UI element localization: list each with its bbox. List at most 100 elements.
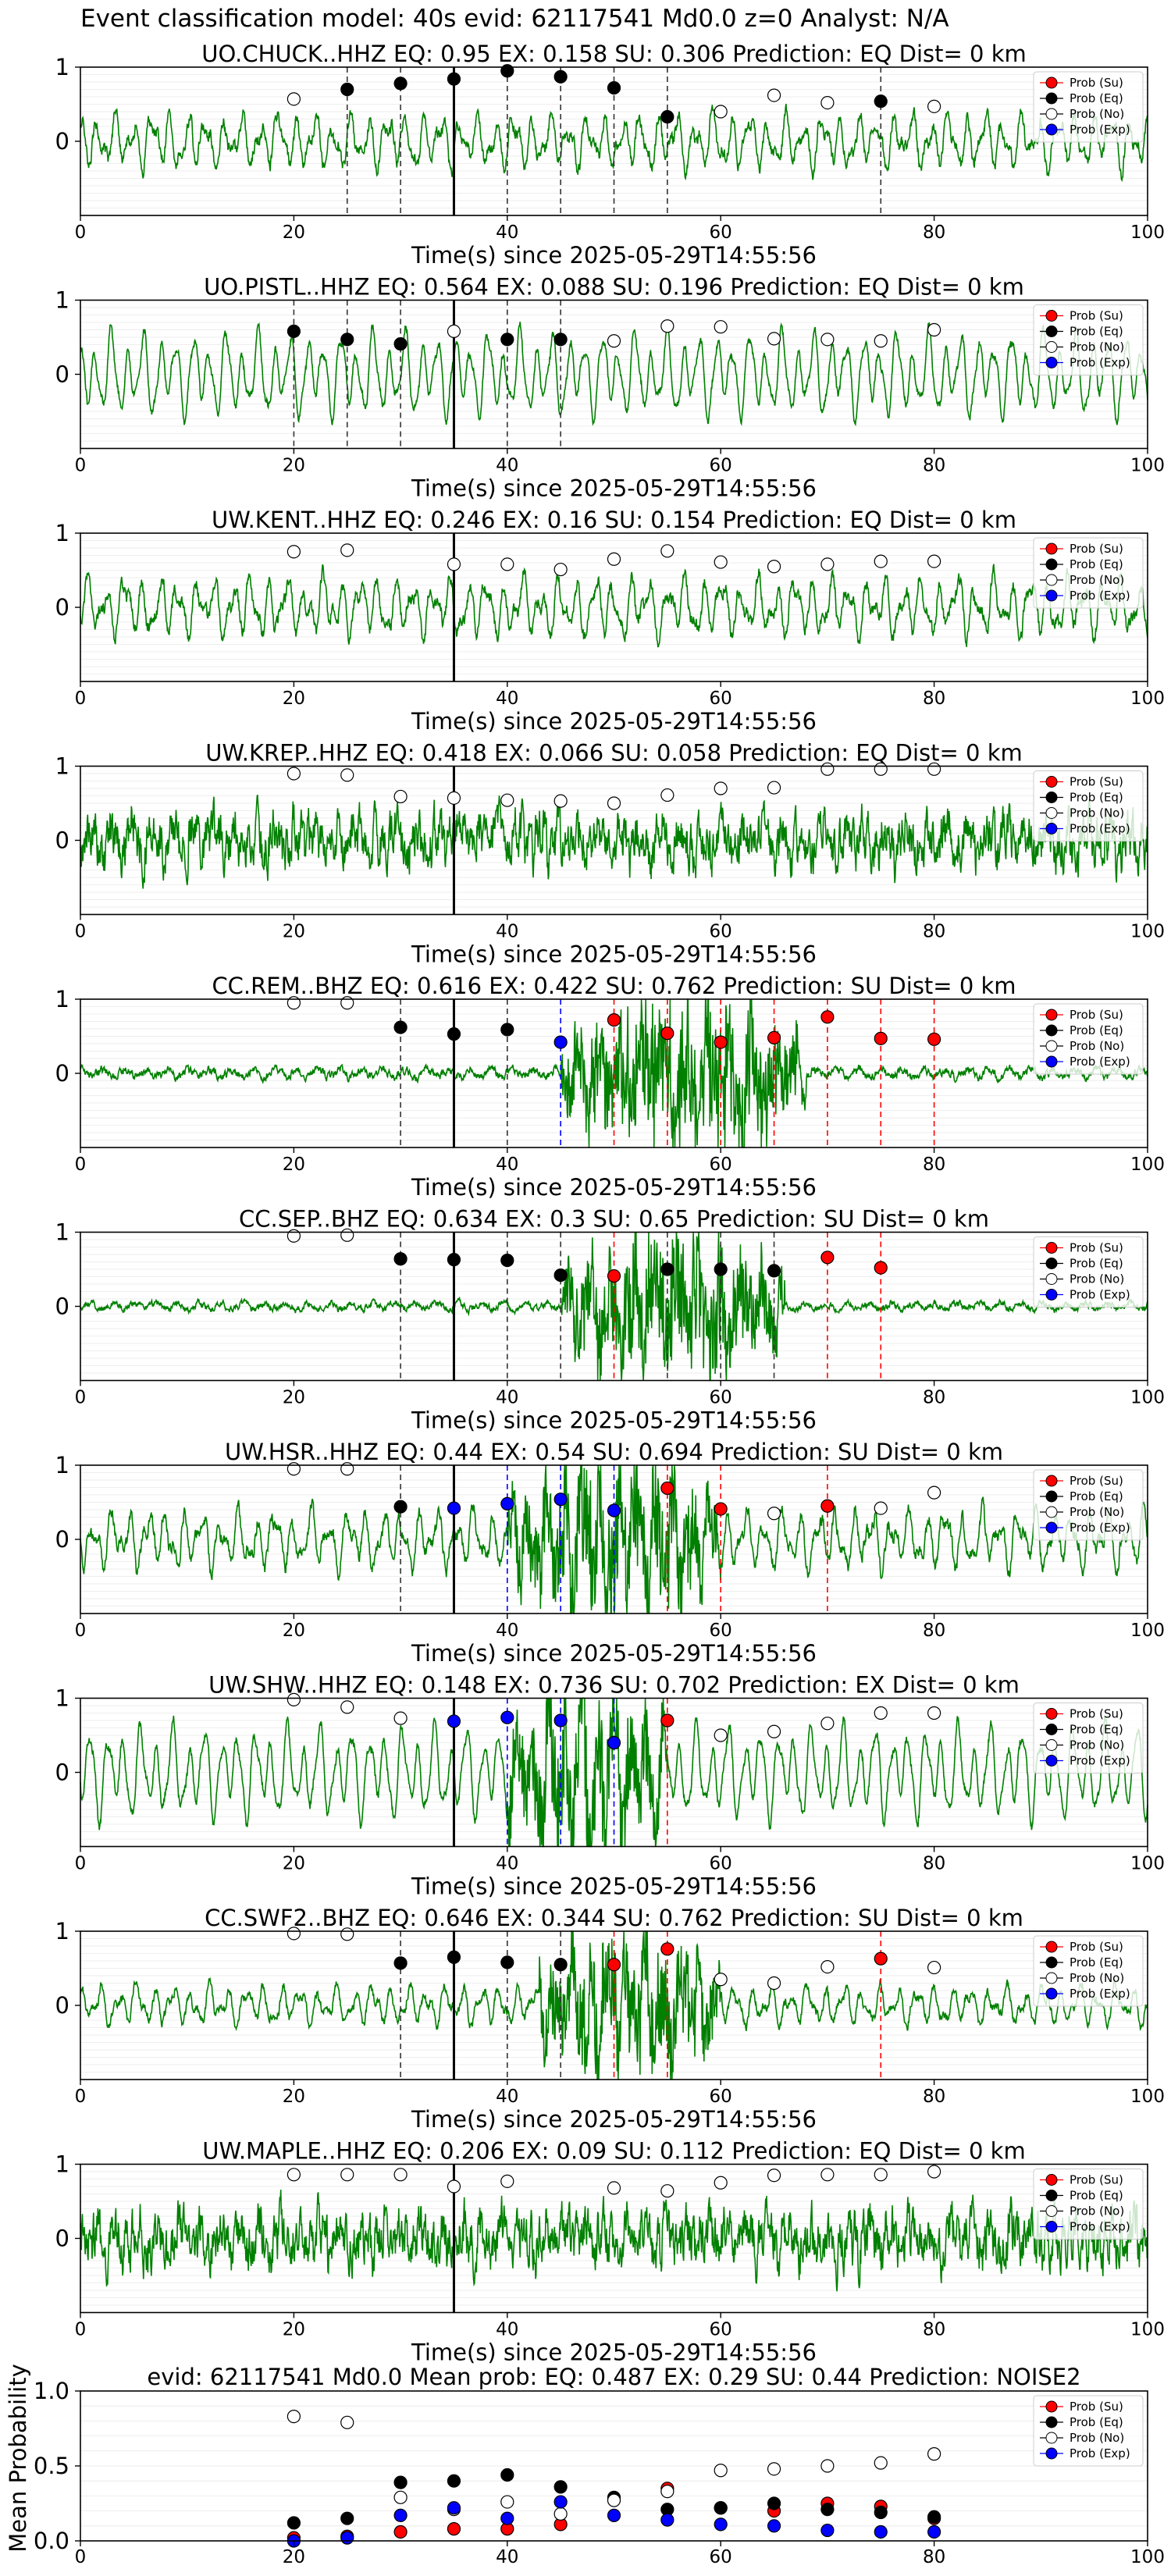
prob-marker-eq (447, 1027, 461, 1041)
legend-marker-eq (1045, 92, 1058, 105)
legend-marker-su (1045, 543, 1058, 555)
prob-marker-no (927, 1485, 941, 1500)
x-tick-label: 100 (1130, 2547, 1165, 2567)
x-tick-label: 60 (710, 1621, 732, 1641)
x-tick-label: 100 (1130, 688, 1165, 709)
y-tick-label: 1.0 (34, 2378, 69, 2404)
prob-marker-no (927, 554, 941, 568)
legend-box (1033, 537, 1144, 609)
x-tick-label: 80 (923, 688, 945, 709)
mean-marker-no (393, 2490, 408, 2504)
prob-marker-no (927, 1960, 941, 1975)
x-tick-label: 100 (1130, 1621, 1165, 1641)
prob-marker-exp (607, 1503, 621, 1517)
panel-title: UW.KREP..HHZ EQ: 0.418 EX: 0.066 SU: 0.0… (205, 740, 1023, 767)
x-tick-label: 40 (496, 456, 518, 476)
legend-marker-eq (1045, 1490, 1058, 1503)
x-tick-label: 80 (923, 1155, 945, 1175)
x-tick-label: 80 (923, 2087, 945, 2107)
prob-marker-no (927, 322, 941, 337)
x-tick-label: 40 (496, 1155, 518, 1175)
x-axis-label: Time(s) since 2025-05-29T14:55:56 (411, 242, 817, 269)
prob-marker-no (287, 92, 301, 106)
prob-marker-no (340, 1462, 354, 1476)
prob-marker-su (660, 1026, 674, 1041)
x-tick-label: 60 (710, 2320, 732, 2340)
y-tick-label: 1 (55, 1452, 69, 1478)
prob-marker-eq (553, 1958, 568, 1972)
legend-marker-exp (1045, 2447, 1058, 2460)
mean-marker-exp (714, 2517, 728, 2532)
x-tick-label: 80 (923, 1854, 945, 1874)
x-axis-label: Time(s) since 2025-05-29T14:55:56 (411, 1640, 817, 1667)
x-tick-label: 100 (1130, 1155, 1165, 1175)
prob-marker-eq (340, 333, 354, 347)
prob-marker-su (660, 1481, 674, 1496)
legend-label-exp: Prob (Exp) (1070, 589, 1130, 603)
legend-box (1033, 770, 1144, 841)
x-tick-label: 20 (283, 1155, 305, 1175)
x-tick-label: 20 (283, 1388, 305, 1408)
mean-marker-no (287, 2410, 301, 2424)
mean-marker-no (500, 2495, 514, 2509)
legend-box (1033, 1703, 1144, 1774)
prob-marker-eq (714, 1262, 728, 1276)
mean-marker-eq (874, 2505, 888, 2520)
x-tick-label: 20 (283, 2547, 305, 2567)
legend-label-no: Prob (No) (1070, 1738, 1124, 1752)
x-tick-label: 0 (75, 2547, 87, 2567)
x-tick-label: 40 (496, 2087, 518, 2107)
x-tick-label: 100 (1130, 222, 1165, 243)
legend-label-exp: Prob (Exp) (1070, 2220, 1130, 2234)
mean-marker-eq (340, 2511, 354, 2525)
prob-marker-no (874, 2168, 888, 2182)
prob-marker-no (714, 105, 728, 119)
legend-label-exp: Prob (Exp) (1070, 1987, 1130, 2001)
mean-marker-eq (927, 2510, 941, 2524)
prob-marker-su (820, 1251, 835, 1265)
x-tick-label: 60 (710, 222, 732, 243)
x-tick-label: 20 (283, 688, 305, 709)
y-tick-label: 0.5 (34, 2453, 69, 2479)
x-tick-label: 40 (496, 1854, 518, 1874)
legend-marker-eq (1045, 1024, 1058, 1037)
legend-marker-no (1045, 2432, 1058, 2444)
legend-marker-su (1045, 1708, 1058, 1720)
prob-marker-no (660, 319, 674, 333)
legend-marker-exp (1045, 1289, 1058, 1300)
prob-marker-eq (553, 1268, 568, 1283)
x-tick-label: 80 (923, 1621, 945, 1641)
mean-marker-no (714, 2464, 728, 2478)
x-tick-label: 60 (710, 456, 732, 476)
mean-marker-exp (767, 2519, 781, 2533)
mean-marker-eq (500, 2467, 514, 2482)
legend-marker-eq (1045, 1724, 1058, 1735)
legend-label-no: Prob (No) (1070, 806, 1124, 820)
prob-marker-no (874, 554, 888, 568)
legend-marker-eq (1045, 558, 1058, 571)
prob-marker-su (607, 1958, 621, 1972)
legend-box (1033, 2169, 1144, 2240)
prob-marker-no (767, 1724, 781, 1738)
prob-marker-no (820, 96, 835, 110)
prob-marker-exp (500, 1710, 514, 1724)
prob-marker-no (767, 560, 781, 574)
legend-label-exp: Prob (Exp) (1070, 356, 1130, 370)
prob-marker-no (340, 543, 354, 557)
mean-marker-no (927, 2447, 941, 2461)
y-tick-label: 1 (55, 2151, 69, 2178)
prob-marker-su (607, 1268, 621, 1283)
mean-marker-eq (553, 2480, 568, 2494)
y-tick-label: 1 (55, 1685, 69, 1712)
prob-marker-no (660, 544, 674, 558)
prob-marker-no (500, 793, 514, 807)
y-tick-label: 1 (55, 753, 69, 780)
station-panel: UW.SHW..HHZ EQ: 0.148 EX: 0.736 SU: 0.70… (55, 1672, 1165, 1900)
prob-marker-eq (393, 1956, 408, 1970)
x-axis-label: Time(s) since 2025-05-29T14:55:56 (411, 1873, 817, 1900)
mean-marker-eq (714, 2501, 728, 2515)
mean-marker-exp (553, 2495, 568, 2509)
legend-marker-no (1045, 574, 1058, 586)
prob-marker-no (927, 2165, 941, 2179)
prob-marker-no (553, 794, 568, 808)
